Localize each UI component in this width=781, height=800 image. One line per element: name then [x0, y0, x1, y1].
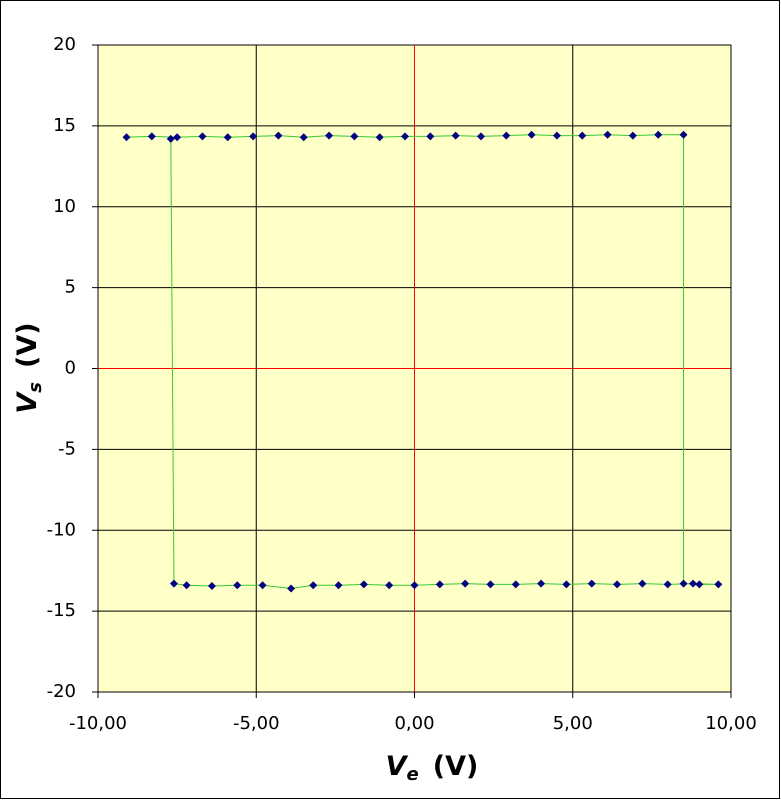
data-point — [287, 584, 296, 593]
data-point — [410, 581, 419, 590]
y-axis-title: Vs (V) — [12, 322, 47, 413]
x-tick-label: 5,00 — [553, 713, 593, 734]
data-point — [587, 579, 596, 588]
data-point — [169, 579, 178, 588]
data-point — [638, 579, 647, 588]
data-point — [173, 133, 182, 142]
x-symbol: V — [386, 751, 409, 782]
data-point — [502, 131, 511, 140]
y-tick-label: 15 — [53, 115, 76, 136]
data-point — [359, 580, 368, 589]
y-tick-label: 10 — [53, 196, 76, 217]
y-tick-label: -10 — [47, 519, 76, 540]
data-point — [249, 132, 258, 141]
grid — [92, 44, 732, 698]
data-point — [166, 134, 175, 143]
y-symbol: V — [12, 391, 43, 414]
data-point — [198, 132, 207, 141]
data-point — [350, 132, 359, 141]
data-point — [299, 133, 308, 142]
data-point — [451, 131, 460, 140]
y-tick-label: 5 — [65, 277, 76, 298]
data-point — [258, 581, 267, 590]
data-point — [695, 580, 704, 589]
x-tick-label: 0,00 — [394, 713, 434, 734]
x-subscript: e — [407, 764, 419, 785]
y-tick-label: 0 — [65, 358, 76, 379]
data-point — [689, 579, 698, 588]
y-tick-label: 20 — [53, 34, 76, 55]
x-axis-title: Ve (V) — [386, 751, 479, 786]
data-point — [233, 581, 242, 590]
data-point — [527, 130, 536, 139]
data-point — [435, 580, 444, 589]
x-tick-label: -5,00 — [233, 713, 280, 734]
data-point — [385, 581, 394, 590]
data-point — [334, 581, 343, 590]
y-tick-label: -15 — [47, 600, 76, 621]
data-point — [663, 580, 672, 589]
data-point — [562, 580, 571, 589]
data-point — [147, 132, 156, 141]
data-point — [679, 130, 688, 139]
y-tick-label: -5 — [58, 438, 76, 459]
x-tick-label: 10,00 — [705, 713, 757, 734]
data-point — [375, 133, 384, 142]
marks — [122, 130, 723, 593]
y-tick-label: -20 — [47, 681, 76, 702]
data-point — [182, 581, 191, 590]
data-point — [274, 131, 283, 140]
y-unit: (V) — [12, 322, 43, 368]
data-point — [578, 131, 587, 140]
data-point — [537, 579, 546, 588]
data-point — [511, 580, 520, 589]
data-point — [714, 580, 723, 589]
x-unit: (V) — [433, 751, 479, 782]
y-subscript: s — [25, 382, 46, 393]
data-point — [679, 579, 688, 588]
data-point — [461, 579, 470, 588]
data-point — [628, 131, 637, 140]
data-point — [223, 133, 232, 142]
data-point — [552, 131, 561, 140]
data-point — [603, 130, 612, 139]
data-point — [476, 132, 485, 141]
data-point — [613, 580, 622, 589]
data-point — [401, 132, 410, 141]
data-point — [122, 133, 131, 142]
data-point — [654, 130, 663, 139]
data-point — [207, 582, 216, 591]
data-point — [309, 581, 318, 590]
data-point — [325, 131, 334, 140]
x-tick-label: -10,00 — [69, 713, 127, 734]
data-point — [426, 132, 435, 141]
data-point — [486, 580, 495, 589]
